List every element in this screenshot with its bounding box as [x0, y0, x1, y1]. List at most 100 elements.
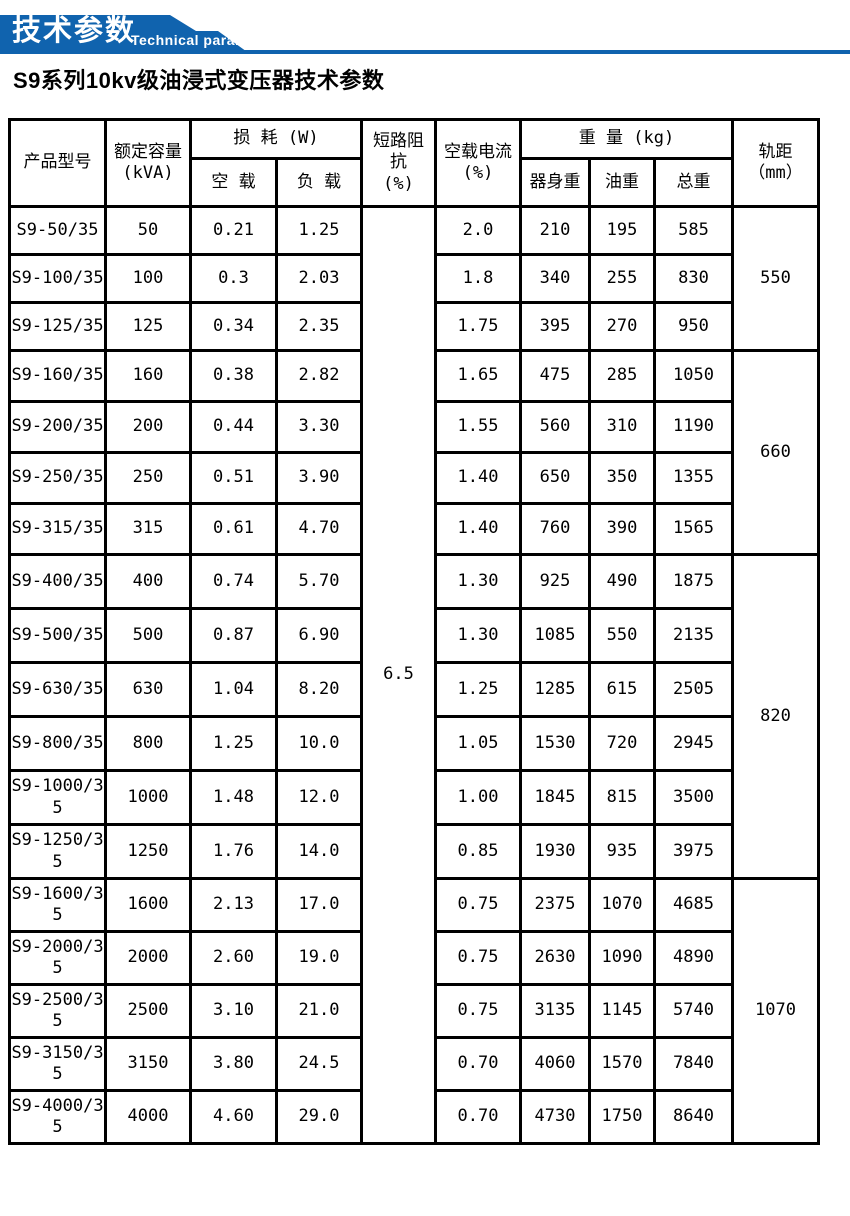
capacity-cell: 100 [104, 253, 192, 304]
no-load-current-cell: 0.75 [434, 930, 522, 986]
body-weight-cell: 340 [519, 253, 591, 304]
no-load-current-cell: 1.30 [434, 607, 522, 664]
table-row: S9-3150/35 3150 3.80 24.5 0.70 4060 1570 7840 [8, 1036, 819, 1092]
model-cell: S9-1600/35 [8, 877, 107, 933]
capacity-cell: 315 [104, 502, 192, 556]
total-weight-cell: 1875 [652, 553, 735, 610]
model-cell: S9-1250/35 [8, 823, 107, 880]
oil-weight-cell: 1750 [588, 1089, 656, 1145]
model-cell: S9-125/35 [8, 301, 107, 352]
total-weight-cell: 5740 [652, 983, 735, 1039]
load-loss-cell: 2.35 [275, 301, 363, 352]
no-load-current-cell: 1.65 [434, 349, 522, 403]
body-weight-cell: 4730 [519, 1089, 591, 1145]
capacity-cell: 630 [104, 661, 192, 718]
total-weight-cell: 8640 [652, 1089, 735, 1145]
no-load-loss-cell: 3.80 [189, 1036, 278, 1092]
capacity-cell: 50 [104, 205, 192, 256]
table-row: S9-250/35 250 0.51 3.90 1.40 650 350 1355 [8, 451, 819, 505]
header-gauge: 轨距 （mm） [731, 118, 821, 208]
total-weight-cell: 4890 [652, 930, 735, 986]
header-weight: 重 量 (kg) [518, 118, 735, 160]
oil-weight-cell: 935 [588, 823, 656, 880]
header-no-load-loss: 空 载 [189, 157, 278, 208]
body-weight-cell: 760 [519, 502, 591, 556]
load-loss-cell: 5.70 [275, 553, 363, 610]
table-row: S9-1600/35 1600 2.13 17.0 0.75 2375 1070 4685 10… [8, 877, 821, 1145]
total-weight-cell: 3975 [652, 823, 735, 880]
oil-weight-cell: 350 [588, 451, 656, 505]
oil-weight-cell: 1145 [588, 983, 656, 1039]
model-cell: S9-2000/35 [8, 930, 107, 986]
total-weight-cell: 7840 [652, 1036, 735, 1092]
no-load-loss-cell: 0.61 [189, 502, 278, 556]
load-loss-cell: 2.03 [275, 253, 363, 304]
body-weight-cell: 1930 [519, 823, 591, 880]
capacity-cell: 1600 [104, 877, 192, 933]
load-loss-cell: 6.90 [275, 607, 363, 664]
body-weight-cell: 1285 [519, 661, 591, 718]
oil-weight-cell: 195 [588, 205, 656, 256]
total-weight-cell: 2505 [652, 661, 735, 718]
header-body-weight: 器身重 [519, 157, 591, 208]
no-load-loss-cell: 3.10 [189, 983, 278, 1039]
capacity-cell: 400 [104, 553, 192, 610]
body-weight-cell: 2630 [519, 930, 591, 986]
oil-weight-cell: 390 [588, 502, 656, 556]
body-weight-cell: 1530 [519, 715, 591, 772]
total-weight-cell: 4685 [652, 877, 735, 933]
load-loss-cell: 17.0 [275, 877, 363, 933]
model-cell: S9-50/35 [8, 205, 107, 256]
gauge-cell: 820 [731, 553, 821, 880]
oil-weight-cell: 310 [588, 400, 656, 454]
table-row: S9-800/35 800 1.25 10.0 1.05 1530 720 2945 [8, 715, 819, 772]
total-weight-cell: 1565 [652, 502, 735, 556]
table-row: S9-2000/35 2000 2.60 19.0 0.75 2630 1090 4890 [8, 930, 819, 986]
no-load-current-cell: 0.70 [434, 1036, 522, 1092]
oil-weight-cell: 615 [588, 661, 656, 718]
table-row: S9-50/35 50 0.21 1.25 6.5 2.0 210 195 585 550 [8, 205, 821, 1145]
load-loss-cell: 19.0 [275, 930, 363, 986]
table-row: S9-4000/35 4000 4.60 29.0 0.70 4730 1750 8640 [8, 1089, 819, 1145]
accent-line [0, 50, 850, 54]
total-weight-cell: 585 [652, 205, 735, 256]
table-row: S9-2500/35 2500 3.10 21.0 0.75 3135 1145 5740 [8, 983, 819, 1039]
model-cell: S9-4000/35 [8, 1089, 107, 1145]
no-load-loss-cell: 2.13 [189, 877, 278, 933]
no-load-loss-cell: 2.60 [189, 930, 278, 986]
load-loss-cell: 29.0 [275, 1089, 363, 1145]
no-load-loss-cell: 0.38 [189, 349, 278, 403]
body-weight-cell: 1845 [519, 769, 591, 826]
table-row: S9-160/35 160 0.38 2.82 1.65 475 285 1050 660 [8, 349, 821, 556]
load-loss-cell: 2.82 [275, 349, 363, 403]
no-load-current-cell: 2.0 [434, 205, 522, 256]
model-cell: S9-100/35 [8, 253, 107, 304]
capacity-cell: 1250 [104, 823, 192, 880]
load-loss-cell: 3.90 [275, 451, 363, 505]
total-weight-cell: 830 [652, 253, 735, 304]
capacity-cell: 160 [104, 349, 192, 403]
no-load-current-cell: 1.40 [434, 502, 522, 556]
table-row: S9-100/35 100 0.3 2.03 1.8 340 255 830 [8, 253, 819, 304]
body-weight-cell: 1085 [519, 607, 591, 664]
model-cell: S9-630/35 [8, 661, 107, 718]
no-load-loss-cell: 1.25 [189, 715, 278, 772]
oil-weight-cell: 815 [588, 769, 656, 826]
no-load-current-cell: 1.25 [434, 661, 522, 718]
oil-weight-cell: 255 [588, 253, 656, 304]
capacity-cell: 1000 [104, 769, 192, 826]
table-row: S9-630/35 630 1.04 8.20 1.25 1285 615 2505 [8, 661, 819, 718]
header-product-model: 产品型号 [8, 118, 107, 208]
oil-weight-cell: 720 [588, 715, 656, 772]
no-load-current-cell: 1.55 [434, 400, 522, 454]
no-load-loss-cell: 0.21 [189, 205, 278, 256]
load-loss-cell: 8.20 [275, 661, 363, 718]
no-load-current-cell: 0.85 [434, 823, 522, 880]
oil-weight-cell: 490 [588, 553, 656, 610]
gauge-cell: 550 [731, 205, 821, 352]
table-row: S9-125/35 125 0.34 2.35 1.75 395 270 950 [8, 301, 819, 352]
no-load-loss-cell: 0.74 [189, 553, 278, 610]
total-weight-cell: 2135 [652, 607, 735, 664]
oil-weight-cell: 285 [588, 349, 656, 403]
load-loss-cell: 21.0 [275, 983, 363, 1039]
